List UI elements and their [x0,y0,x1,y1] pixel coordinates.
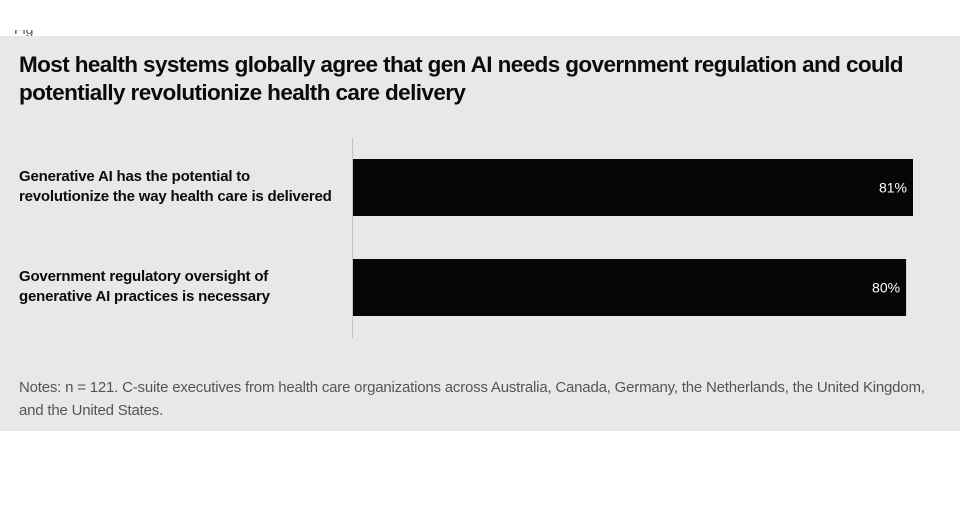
bar-value-label-1: 81% [879,180,907,196]
bar-2 [353,259,907,316]
bar-value-label-2: 80% [872,280,900,296]
category-label-1: Generative AI has the potential to revol… [19,168,332,205]
bar-1 [353,159,913,216]
chart-notes: Notes: n = 121. C-suite executives from … [19,379,925,419]
chart-title: Most health systems globally agree that … [19,52,904,105]
chart-panel: Most health systems globally agree that … [0,36,960,431]
category-label-2: Government regulatory oversight of gener… [19,268,270,305]
clipped-figure-label: Fig [14,30,44,36]
bar-chart: 81% 80% [352,138,913,338]
